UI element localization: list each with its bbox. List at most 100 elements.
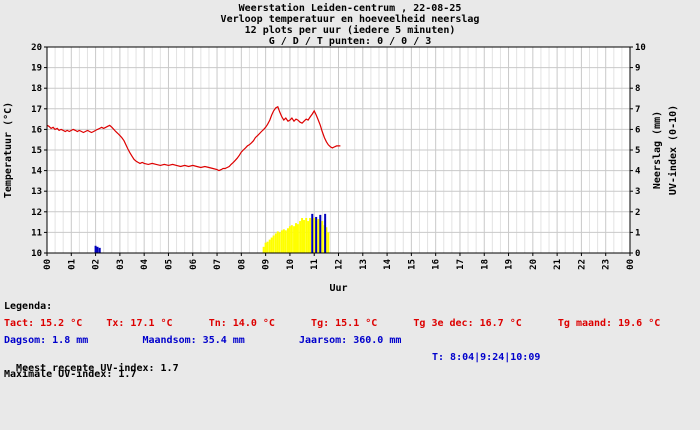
svg-text:1: 1 [635,228,640,238]
svg-text:02: 02 [92,259,102,270]
svg-text:9: 9 [635,64,640,74]
svg-text:18: 18 [31,84,42,94]
uv-index-bar [280,230,283,253]
uv-index-bar [262,246,265,253]
svg-text:08: 08 [237,259,247,270]
svg-text:14: 14 [31,167,42,177]
neerslag-bar [98,247,101,253]
temperatuur-line [46,105,341,172]
svg-text:21: 21 [553,259,563,270]
svg-text:10: 10 [286,259,296,270]
uv-index-bar [307,221,310,253]
svg-text:0: 0 [635,249,640,259]
uv-index-bar [309,217,312,253]
svg-text:17: 17 [456,259,466,270]
svg-text:13: 13 [31,187,42,197]
temperature-precipitation-chart: 00 01 02 03 04 05 06 07 08 09 10 11 12 13 14 15 16 17 18 19… [3,43,679,294]
neerslag-bar [96,246,99,253]
svg-text:13: 13 [359,259,369,270]
svg-text:20: 20 [31,43,42,53]
y-left-axis-title: Temperatuur (°C) [3,102,14,198]
uv-index-bar [313,217,316,253]
chart-title-resolution: 12 plots per uur (iedere 5 minuten) [244,25,456,36]
uv-index-bar [290,225,293,253]
svg-text:6: 6 [635,125,640,135]
svg-text:05: 05 [164,259,174,270]
uv-index-bar [327,232,330,253]
uv-index-bar [305,217,308,253]
svg-text:19: 19 [505,259,515,270]
legend-uv-recent-row: Meest recente UV-index: 1.7 T: 8:04|9:24… [4,352,696,385]
uv-index-bar [303,220,306,253]
uv-index-bar [278,232,281,253]
chart-header: Weerstation Leiden-centrum , 22-08-25 Ve… [0,3,700,47]
uv-index-bar [266,241,269,253]
svg-text:00: 00 [626,259,636,270]
uv-index-bar [286,228,289,253]
chart-title-description: Verloop temperatuur en hoeveelheid neers… [220,14,480,25]
uv-index-bar [276,231,279,253]
legend-sun-times: T: 8:04|9:24|10:09 [432,352,541,363]
svg-text:19: 19 [31,64,42,74]
svg-text:11: 11 [310,259,320,270]
svg-text:10: 10 [635,43,646,53]
svg-text:23: 23 [602,259,612,270]
uv-index-bar [282,229,285,253]
uv-index-bar [301,217,304,253]
neerslag-bar [324,213,327,253]
svg-text:12: 12 [335,259,345,270]
svg-text:18: 18 [480,259,490,270]
svg-text:20: 20 [529,259,539,270]
svg-text:10: 10 [31,249,42,259]
svg-text:12: 12 [31,208,42,218]
svg-text:06: 06 [189,259,199,270]
svg-text:03: 03 [116,259,126,270]
uv-index-bar [296,224,299,253]
uv-index-bar [268,239,271,253]
svg-text:15: 15 [31,146,42,156]
y-right-axis-title-uv: UV-index (0-10) [667,105,679,195]
x-axis-title: Uur [329,283,347,294]
legend-uv-recent: Meest recente UV-index: 1.7 [16,363,179,374]
uv-index-bar [288,226,291,253]
svg-text:3: 3 [635,187,640,197]
uv-index-bar [294,223,297,253]
svg-text:8: 8 [635,84,640,94]
uv-index-bar [293,226,296,253]
uv-index-bar [272,235,275,253]
uv-index-bar [264,242,267,253]
legend-temperature-stats: Tact: 15.2 °C Tx: 17.1 °C Tn: 14.0 °C Tg… [4,318,661,329]
svg-text:5: 5 [635,146,640,156]
svg-text:09: 09 [262,259,272,270]
legend-uv-max: Maximale UV-index: 1.7 [4,369,137,380]
svg-text:4: 4 [635,167,641,177]
svg-text:7: 7 [635,105,640,115]
legend-rain-sums: Dagsom: 1.8 mm Maandsom: 35.4 mm Jaarsom… [4,335,402,346]
svg-text:04: 04 [140,258,150,269]
neerslag-bar [94,245,97,253]
svg-text:2: 2 [635,208,640,218]
neerslag-bar [311,213,314,253]
uv-index-bar [321,221,324,253]
y-right-axis-title-neerslag: Neerslag (mm) [652,111,663,189]
uv-index-bar [284,230,287,253]
svg-text:11: 11 [31,228,42,238]
legend-heading: Legenda: [4,301,53,312]
uv-index-bar [317,219,320,253]
chart-title-gdt-points: G / D / T punten: 0 / 0 / 3 [268,36,432,47]
svg-text:16: 16 [432,259,442,270]
svg-text:07: 07 [213,259,223,270]
chart-title-station: Weerstation Leiden-centrum , 22-08-25 [238,3,462,14]
uv-index-bar [299,221,302,253]
neerslag-bar [315,216,318,253]
svg-text:01: 01 [67,259,77,270]
svg-text:17: 17 [31,105,42,115]
uv-index-bar [270,237,273,253]
uv-index-bar [325,227,328,253]
neerslag-bar [319,214,322,253]
svg-text:15: 15 [407,259,417,270]
svg-text:00: 00 [43,259,53,270]
svg-text:16: 16 [31,125,42,135]
uv-index-bar [274,233,277,253]
svg-text:14: 14 [383,258,393,269]
